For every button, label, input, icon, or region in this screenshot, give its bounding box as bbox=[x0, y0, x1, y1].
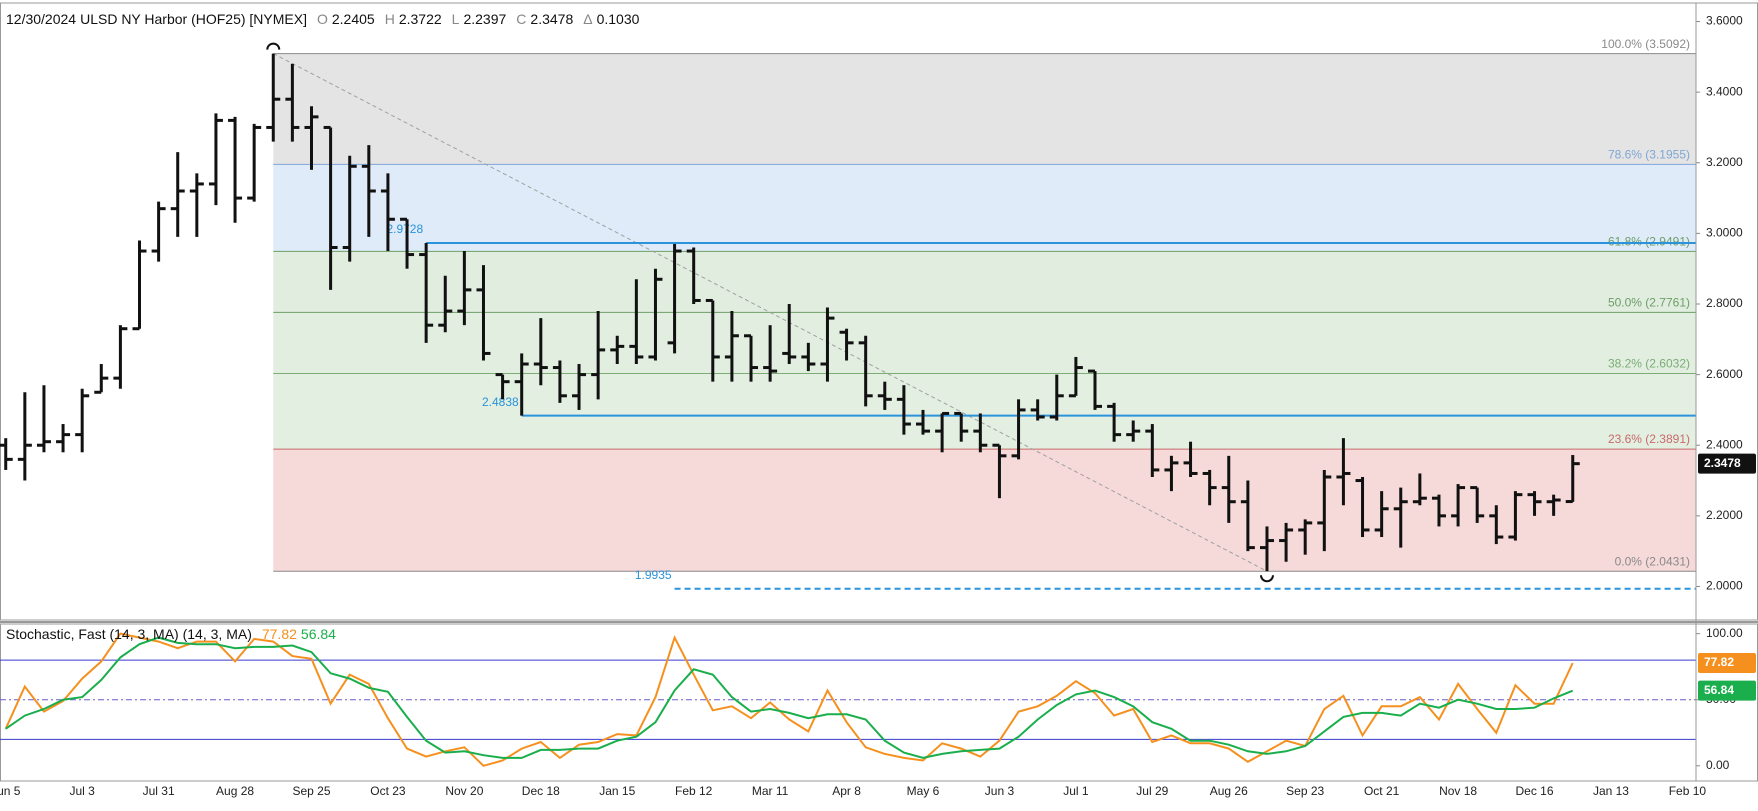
y-tick-label: 2.2000 bbox=[1706, 508, 1743, 522]
x-tick-label: Jul 29 bbox=[1136, 784, 1168, 798]
x-tick-label: May 6 bbox=[907, 784, 940, 798]
x-tick-label: Jun 3 bbox=[985, 784, 1015, 798]
x-tick-label: Jun 5 bbox=[0, 784, 21, 798]
stoch-line bbox=[5, 636, 1574, 759]
fib-label: 61.8% (2.9491) bbox=[1608, 235, 1690, 249]
level-label: 2.4838 bbox=[482, 395, 519, 409]
low-label: L bbox=[451, 11, 460, 27]
x-tick-label: Sep 25 bbox=[292, 784, 330, 798]
x-tick-label: Sep 23 bbox=[1286, 784, 1324, 798]
fib-band bbox=[273, 53, 1696, 165]
change-value: 0.1030 bbox=[596, 11, 640, 27]
fib-label: 78.6% (3.1955) bbox=[1608, 148, 1690, 162]
value-badge-label: 77.82 bbox=[1704, 655, 1734, 669]
fib-trend-line bbox=[273, 53, 1268, 572]
y-tick-label: 2.8000 bbox=[1706, 296, 1743, 310]
high-label: H bbox=[384, 11, 395, 27]
y-tick-label: 0.00 bbox=[1706, 758, 1730, 772]
fib-anchor bbox=[266, 42, 281, 50]
k-value: 77.82 bbox=[261, 626, 297, 642]
fib-band bbox=[273, 373, 1696, 450]
fib-anchor bbox=[1259, 575, 1274, 583]
header-title: ULSD NY Harbor (HOF25) [NYMEX] bbox=[80, 11, 307, 27]
header-date: 12/30/2024 bbox=[6, 11, 77, 27]
x-tick-label: Feb 12 bbox=[675, 784, 713, 798]
close-label: C bbox=[516, 11, 527, 27]
stoch-title: Stochastic, Fast (14, 3, MA) (14, 3, MA) bbox=[6, 626, 252, 642]
fib-band bbox=[273, 164, 1696, 252]
stoch-panel bbox=[0, 623, 1758, 782]
fib-band bbox=[273, 312, 1696, 374]
x-tick-label: Dec 18 bbox=[522, 784, 560, 798]
fib-label: 38.2% (2.6032) bbox=[1608, 357, 1690, 371]
x-tick-label: Oct 21 bbox=[1364, 784, 1400, 798]
x-tick-label: Jul 3 bbox=[69, 784, 95, 798]
price-badge bbox=[1698, 453, 1756, 474]
level-label: 1.9935 bbox=[635, 568, 672, 582]
value-badge-label: 56.84 bbox=[1704, 683, 1734, 697]
price-header: 12/30/2024 ULSD NY Harbor (HOF25) [NYMEX… bbox=[6, 11, 639, 27]
open-value: 2.2405 bbox=[331, 11, 375, 27]
low-value: 2.2397 bbox=[463, 11, 507, 27]
open-label: O bbox=[316, 11, 328, 27]
y-tick-label: 2.4000 bbox=[1706, 437, 1743, 451]
x-tick-label: Jan 13 bbox=[1593, 784, 1629, 798]
x-tick-label: Aug 28 bbox=[216, 784, 254, 798]
close-value: 2.3478 bbox=[530, 11, 574, 27]
fib-band bbox=[273, 251, 1696, 313]
y-tick-label: 2.0000 bbox=[1706, 579, 1743, 593]
value-badge bbox=[1698, 652, 1756, 673]
x-tick-label: Mar 11 bbox=[752, 784, 789, 798]
x-tick-label: Jul 1 bbox=[1063, 784, 1089, 798]
d-value: 56.84 bbox=[300, 626, 336, 642]
x-tick-label: Feb 10 bbox=[1669, 784, 1707, 798]
fib-band bbox=[273, 449, 1696, 572]
x-tick-label: Jul 31 bbox=[143, 784, 175, 798]
value-badge bbox=[1698, 680, 1756, 701]
fib-label: 0.0% (2.0431) bbox=[1615, 554, 1690, 568]
fib-label: 100.0% (3.5092) bbox=[1601, 37, 1690, 51]
y-tick-label: 3.6000 bbox=[1706, 14, 1743, 28]
x-tick-label: Jan 15 bbox=[599, 784, 635, 798]
high-value: 2.3722 bbox=[398, 11, 442, 27]
change-label: Δ bbox=[583, 11, 593, 27]
x-tick-label: Oct 23 bbox=[370, 784, 406, 798]
y-tick-label: 3.0000 bbox=[1706, 226, 1743, 240]
x-tick-label: Nov 18 bbox=[1439, 784, 1477, 798]
level-label: 2.9728 bbox=[386, 222, 423, 236]
price-badge-label: 2.3478 bbox=[1704, 456, 1741, 470]
stoch-line bbox=[4, 632, 1574, 767]
fib-label: 23.6% (2.3891) bbox=[1608, 432, 1690, 446]
y-tick-label: 100.00 bbox=[1706, 626, 1743, 640]
y-tick-label: 3.4000 bbox=[1706, 84, 1743, 98]
y-tick-label: 3.2000 bbox=[1706, 155, 1743, 169]
y-tick-label: 2.6000 bbox=[1706, 367, 1743, 381]
fib-label: 50.0% (2.7761) bbox=[1608, 296, 1690, 310]
x-tick-label: Apr 8 bbox=[832, 784, 861, 798]
x-tick-label: Aug 26 bbox=[1210, 784, 1248, 798]
x-tick-label: Nov 20 bbox=[445, 784, 483, 798]
stoch-header: Stochastic, Fast (14, 3, MA) (14, 3, MA)… bbox=[6, 626, 336, 642]
x-tick-label: Dec 16 bbox=[1516, 784, 1554, 798]
